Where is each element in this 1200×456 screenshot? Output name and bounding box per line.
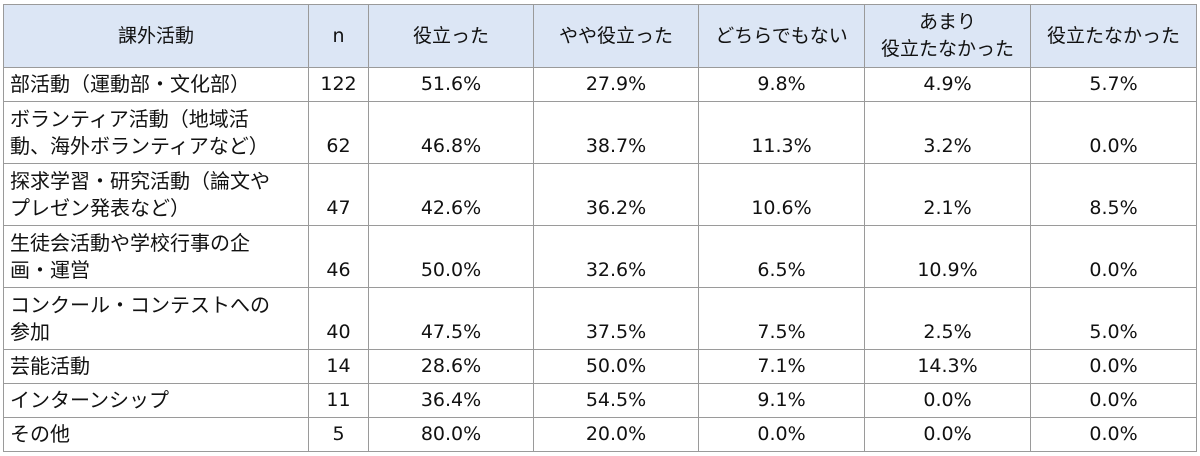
table-row: コンクール・コンテストへの 参加 40 47.5% 37.5% 7.5% 2.5% 5.0%: [3, 287, 1197, 350]
cell: 80.0%: [368, 417, 534, 452]
cell: 51.6%: [368, 67, 534, 102]
cell: 7.1%: [698, 349, 865, 384]
cell: 14.3%: [864, 349, 1031, 384]
cell: 0.0%: [698, 417, 865, 452]
table-body: 部活動（運動部・文化部） 122 51.6% 27.9% 9.8% 4.9% 5.7% ボラン…: [3, 67, 1197, 452]
cell: 2.1%: [864, 163, 1031, 226]
row-label: その他: [3, 417, 309, 452]
table-row: その他 5 80.0% 20.0% 0.0% 0.0% 0.0%: [3, 417, 1197, 452]
cell: 122: [308, 67, 369, 102]
table-row: インターンシップ 11 36.4% 54.5% 9.1% 0.0% 0.0%: [3, 383, 1197, 418]
cell: 11: [308, 383, 369, 418]
cell: 20.0%: [533, 417, 699, 452]
cell: 50.0%: [368, 225, 534, 288]
cell: 5.0%: [1030, 287, 1197, 350]
row-label: 芸能活動: [3, 349, 309, 384]
table-head: 課外活動 n 役立った やや役立った どちらでもない あまり 役立たなかった 役立たなかった: [3, 4, 1197, 68]
cell: 9.1%: [698, 383, 865, 418]
header-row: 課外活動 n 役立った やや役立った どちらでもない あまり 役立たなかった 役立たなかった: [3, 4, 1197, 68]
cell: 47: [308, 163, 369, 226]
cell: 28.6%: [368, 349, 534, 384]
cell: 37.5%: [533, 287, 699, 350]
cell: 11.3%: [698, 101, 865, 164]
row-label: ボランティア活動（地域活 動、海外ボランティアなど）: [3, 101, 309, 164]
row-label: 部活動（運動部・文化部）: [3, 67, 309, 102]
cell: 14: [308, 349, 369, 384]
table: 課外活動 n 役立った やや役立った どちらでもない あまり 役立たなかった 役立たなかった…: [3, 4, 1197, 452]
table-row: 生徒会活動や学校行事の企 画・運営 46 50.0% 32.6% 6.5% 10.9% 0.…: [3, 225, 1197, 288]
cell: 50.0%: [533, 349, 699, 384]
cell: 3.2%: [864, 101, 1031, 164]
header-cell: n: [308, 4, 369, 68]
cell: 0.0%: [1030, 101, 1197, 164]
cell: 40: [308, 287, 369, 350]
table-row: 芸能活動 14 28.6% 50.0% 7.1% 14.3% 0.0%: [3, 349, 1197, 384]
cell: 8.5%: [1030, 163, 1197, 226]
header-cell: 役立った: [368, 4, 534, 68]
cell: 46.8%: [368, 101, 534, 164]
row-label: 探求学習・研究活動（論文や プレゼン発表など）: [3, 163, 309, 226]
cell: 38.7%: [533, 101, 699, 164]
cell: 54.5%: [533, 383, 699, 418]
header-cell: あまり 役立たなかった: [864, 4, 1031, 68]
header-cell: どちらでもない: [698, 4, 865, 68]
cell: 9.8%: [698, 67, 865, 102]
row-label: インターンシップ: [3, 383, 309, 418]
header-cell: 課外活動: [3, 4, 309, 68]
cell: 10.9%: [864, 225, 1031, 288]
cell: 4.9%: [864, 67, 1031, 102]
cell: 0.0%: [1030, 225, 1197, 288]
cell: 10.6%: [698, 163, 865, 226]
cell: 0.0%: [1030, 349, 1197, 384]
cell: 7.5%: [698, 287, 865, 350]
cell: 32.6%: [533, 225, 699, 288]
row-label: コンクール・コンテストへの 参加: [3, 287, 309, 350]
cell: 36.4%: [368, 383, 534, 418]
cell: 0.0%: [1030, 383, 1197, 418]
header-cell: 役立たなかった: [1030, 4, 1197, 68]
cell: 36.2%: [533, 163, 699, 226]
cell: 0.0%: [864, 417, 1031, 452]
table-row: 探求学習・研究活動（論文や プレゼン発表など） 47 42.6% 36.2% 10.6%…: [3, 163, 1197, 226]
cell: 0.0%: [864, 383, 1031, 418]
cell: 27.9%: [533, 67, 699, 102]
cell: 62: [308, 101, 369, 164]
table-row: 部活動（運動部・文化部） 122 51.6% 27.9% 9.8% 4.9% 5.7%: [3, 67, 1197, 102]
cell: 0.0%: [1030, 417, 1197, 452]
cell: 6.5%: [698, 225, 865, 288]
cell: 2.5%: [864, 287, 1031, 350]
row-label: 生徒会活動や学校行事の企 画・運営: [3, 225, 309, 288]
table-row: ボランティア活動（地域活 動、海外ボランティアなど） 62 46.8% 38.7% 11…: [3, 101, 1197, 164]
header-cell: やや役立った: [533, 4, 699, 68]
cell: 47.5%: [368, 287, 534, 350]
cell: 42.6%: [368, 163, 534, 226]
cell: 46: [308, 225, 369, 288]
cell: 5: [308, 417, 369, 452]
cell: 5.7%: [1030, 67, 1197, 102]
